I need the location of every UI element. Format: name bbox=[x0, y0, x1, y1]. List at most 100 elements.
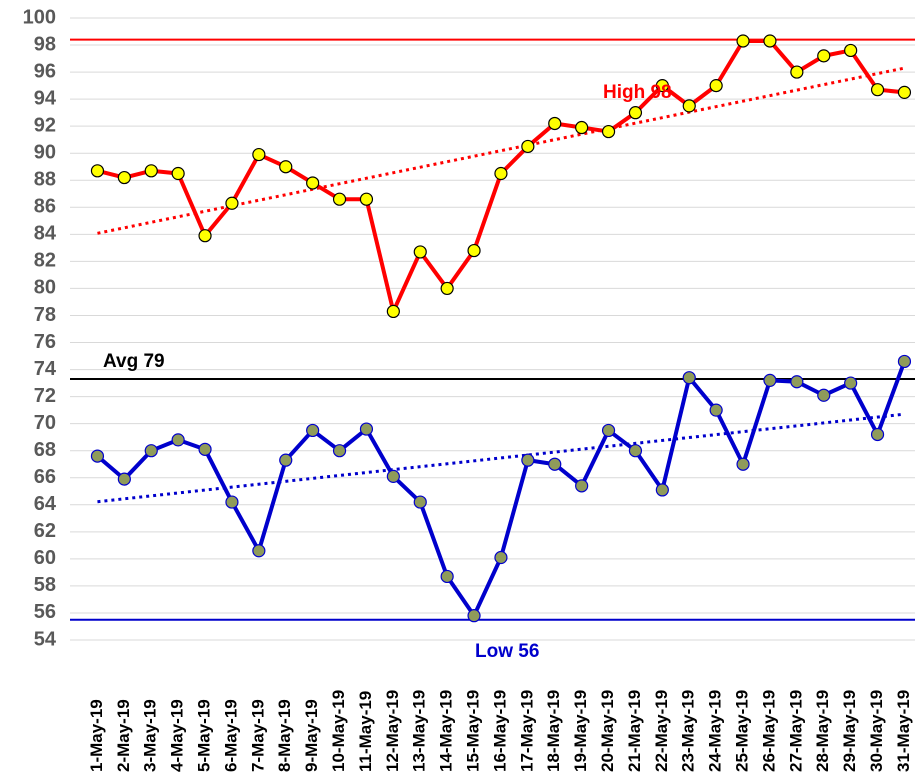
annotation: Low 56 bbox=[475, 641, 539, 662]
data-point bbox=[467, 609, 481, 623]
x-tick-label: 10-May-19 bbox=[329, 690, 348, 772]
data-point bbox=[252, 544, 266, 558]
y-tick-label: 80 bbox=[34, 277, 56, 299]
data-point bbox=[709, 403, 723, 417]
data-point bbox=[359, 192, 374, 206]
x-tick-label: 20-May-19 bbox=[598, 690, 617, 772]
data-point bbox=[198, 442, 212, 456]
data-point bbox=[117, 170, 131, 185]
annotation: Avg 79 bbox=[103, 351, 165, 372]
data-point bbox=[870, 427, 885, 442]
x-tick-label: 27-May-19 bbox=[786, 690, 805, 772]
x-tick-label: 29-May-19 bbox=[840, 690, 859, 772]
y-tick-label: 54 bbox=[34, 628, 57, 650]
y-tick-label: 74 bbox=[34, 358, 57, 380]
y-tick-label: 90 bbox=[34, 141, 56, 163]
data-point bbox=[90, 449, 105, 463]
annotation: High 98 bbox=[603, 82, 672, 103]
data-point bbox=[655, 483, 669, 497]
y-tick-label: 84 bbox=[34, 223, 57, 245]
data-point bbox=[548, 116, 562, 131]
x-tick-label: 13-May-19 bbox=[410, 690, 429, 772]
x-tick-label: 22-May-19 bbox=[652, 690, 671, 772]
data-point bbox=[521, 453, 535, 467]
data-point bbox=[90, 164, 105, 178]
data-point bbox=[790, 375, 804, 389]
x-tick-label: 28-May-19 bbox=[813, 690, 832, 772]
data-point bbox=[628, 106, 643, 120]
data-point bbox=[575, 479, 589, 493]
x-tick-label: 23-May-19 bbox=[679, 690, 698, 772]
data-point bbox=[494, 550, 508, 565]
x-tick-label: 26-May-19 bbox=[759, 690, 778, 772]
data-point bbox=[117, 472, 131, 486]
data-point bbox=[171, 433, 185, 447]
data-point bbox=[655, 79, 669, 93]
data-point bbox=[144, 444, 158, 458]
data-point bbox=[601, 124, 616, 139]
data-point bbox=[628, 444, 643, 458]
data-point bbox=[601, 423, 616, 438]
data-point bbox=[682, 371, 696, 385]
x-tick-label: 18-May-19 bbox=[544, 690, 563, 772]
data-point bbox=[790, 65, 804, 79]
x-tick-label: 7-May-19 bbox=[248, 699, 267, 772]
y-tick-label: 86 bbox=[34, 196, 56, 218]
x-tick-label: 9-May-19 bbox=[302, 699, 321, 772]
data-point bbox=[870, 83, 885, 97]
x-tick-label: 12-May-19 bbox=[383, 690, 402, 772]
y-tick-label: 88 bbox=[34, 169, 56, 191]
data-point bbox=[413, 245, 427, 259]
x-tick-label: 14-May-19 bbox=[437, 690, 456, 772]
data-point bbox=[897, 354, 912, 369]
x-tick-label: 31-May-19 bbox=[894, 690, 913, 772]
x-tick-label: 21-May-19 bbox=[625, 690, 644, 772]
data-point bbox=[332, 444, 347, 458]
data-point bbox=[306, 423, 320, 438]
data-point bbox=[279, 453, 293, 467]
y-tick-label: 58 bbox=[34, 574, 56, 596]
data-point bbox=[198, 229, 212, 243]
y-tick-label: 82 bbox=[34, 250, 56, 272]
data-point bbox=[440, 281, 454, 296]
data-point bbox=[171, 166, 185, 181]
y-tick-label: 56 bbox=[34, 601, 56, 623]
data-point bbox=[332, 192, 347, 206]
data-point bbox=[306, 176, 320, 190]
data-point bbox=[440, 569, 454, 584]
x-tick-label: 25-May-19 bbox=[733, 690, 752, 772]
data-point bbox=[575, 120, 589, 135]
data-point bbox=[279, 160, 293, 174]
data-point bbox=[763, 34, 777, 48]
x-tick-label: 24-May-19 bbox=[706, 690, 725, 772]
data-point bbox=[897, 85, 912, 99]
y-tick-label: 68 bbox=[34, 439, 56, 461]
data-point bbox=[467, 243, 481, 258]
data-point bbox=[225, 196, 239, 210]
x-tick-label: 15-May-19 bbox=[464, 690, 483, 772]
data-point bbox=[736, 457, 750, 471]
y-tick-label: 100 bbox=[23, 6, 56, 28]
y-tick-label: 96 bbox=[34, 60, 56, 82]
data-point bbox=[736, 34, 750, 48]
data-point bbox=[521, 139, 535, 154]
x-tick-label: 8-May-19 bbox=[275, 699, 294, 772]
y-tick-label: 62 bbox=[34, 520, 56, 542]
x-tick-label: 5-May-19 bbox=[195, 699, 214, 772]
data-point bbox=[763, 373, 777, 387]
y-tick-label: 92 bbox=[34, 114, 56, 136]
data-point bbox=[359, 422, 374, 436]
x-tick-label: 4-May-19 bbox=[168, 699, 187, 772]
data-point bbox=[844, 376, 858, 390]
data-point bbox=[709, 79, 723, 93]
data-point bbox=[548, 457, 562, 471]
data-point bbox=[386, 469, 400, 483]
y-tick-label: 64 bbox=[34, 493, 57, 515]
data-point bbox=[817, 388, 831, 402]
x-tick-label: 17-May-19 bbox=[517, 690, 536, 772]
data-point bbox=[386, 304, 400, 319]
x-tick-label: 2-May-19 bbox=[114, 699, 133, 772]
trendline bbox=[97, 66, 905, 235]
y-tick-label: 72 bbox=[34, 385, 56, 407]
